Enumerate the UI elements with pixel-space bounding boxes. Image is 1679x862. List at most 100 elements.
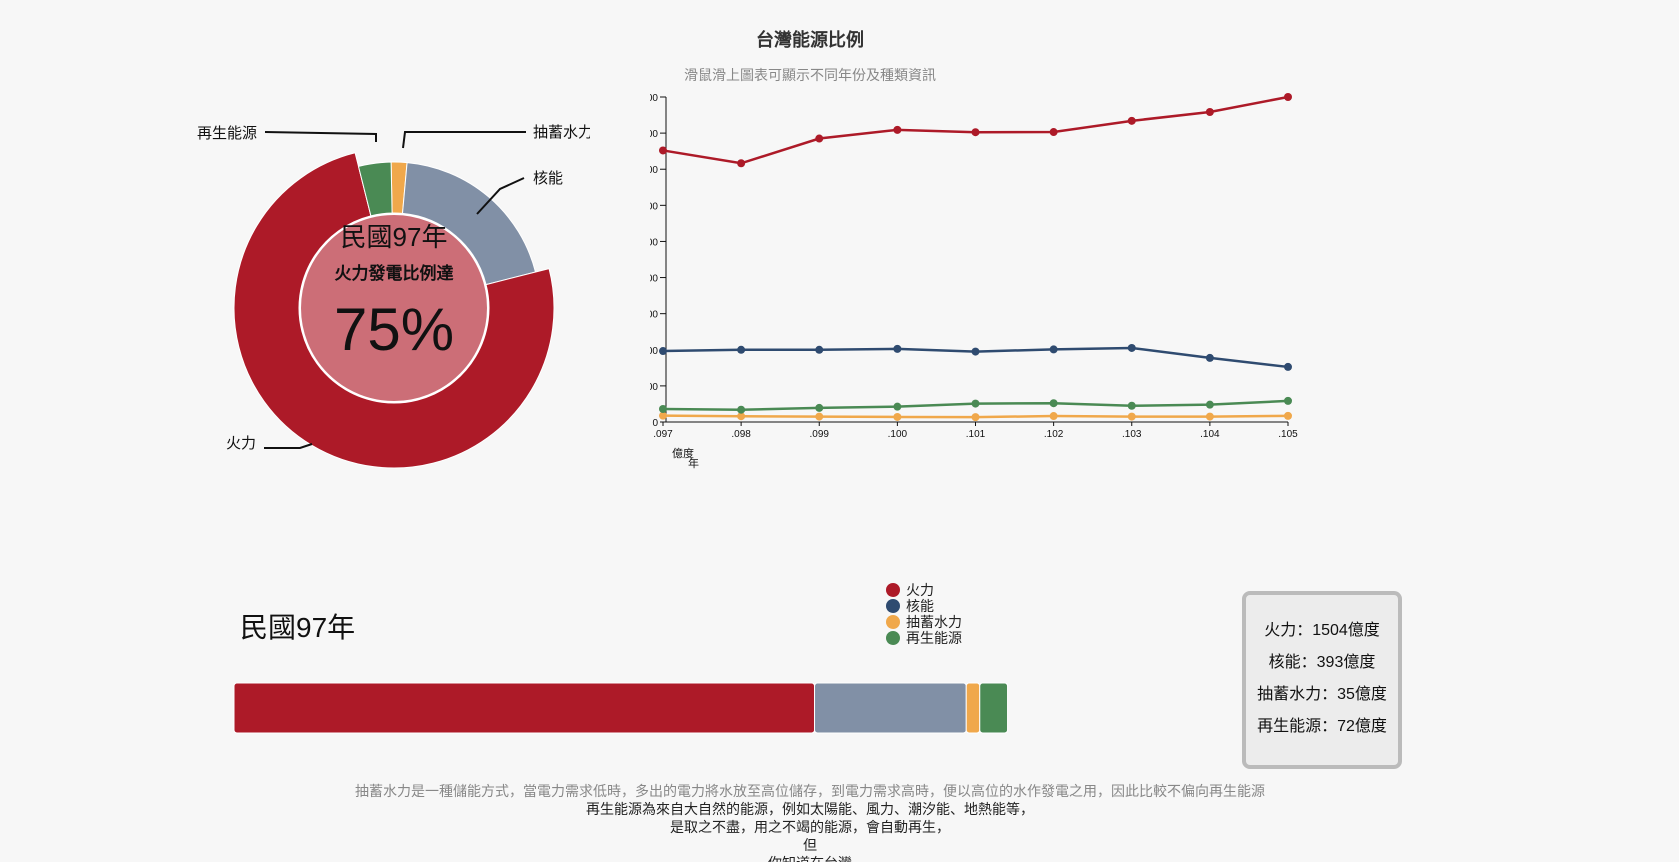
data-point[interactable]	[737, 412, 746, 421]
data-point[interactable]	[1049, 128, 1058, 137]
legend-dot-renewable	[886, 631, 900, 645]
legend-item-renewable: 再生能源	[886, 630, 962, 646]
legend: 火力 核能 抽蓄水力 再生能源	[886, 582, 962, 646]
donut-center-year: 民國97年	[341, 222, 448, 252]
bar-segment-pumped-hydro[interactable]	[965, 682, 981, 734]
thermal-leader-line	[264, 443, 313, 449]
data-point[interactable]	[737, 405, 746, 414]
note-pumped-hydro: 抽蓄水力是一種儲能方式，當電力需求低時，多出的電力將水放至高位儲存，到電力需求高…	[355, 783, 1265, 799]
series-nuclear[interactable]	[659, 343, 1292, 371]
series-thermal[interactable]	[659, 93, 1292, 168]
info-thermal: 火力：1504億度	[1264, 622, 1380, 639]
data-point[interactable]	[1049, 399, 1058, 408]
data-point[interactable]	[1205, 107, 1214, 116]
data-point[interactable]	[971, 128, 980, 137]
y-tick-label: 1,400	[650, 165, 658, 176]
donut-center-percent: 75%	[334, 296, 454, 363]
legend-item-pumped-hydro: 抽蓄水力	[886, 614, 962, 630]
y-tick-label: 1,800	[650, 93, 658, 104]
legend-dot-pumped-hydro	[886, 615, 900, 629]
data-point[interactable]	[1284, 362, 1292, 371]
data-point[interactable]	[815, 403, 824, 412]
data-point[interactable]	[659, 347, 667, 356]
y-tick-label: 0	[652, 418, 658, 429]
legend-dot-thermal	[886, 583, 900, 597]
x-axis-unit-label: 年	[688, 456, 699, 470]
y-axis-unit-label: 億度	[672, 446, 694, 460]
info-renewable: 再生能源：72億度	[1257, 718, 1387, 735]
legend-label-nuclear: 核能	[906, 598, 934, 614]
data-point[interactable]	[1284, 411, 1292, 420]
data-point[interactable]	[815, 134, 824, 143]
data-point[interactable]	[815, 345, 824, 354]
data-point[interactable]	[1284, 93, 1292, 101]
bar-segment-thermal[interactable]	[233, 682, 816, 734]
legend-item-thermal: 火力	[886, 582, 962, 598]
bar-segment-renewable[interactable]	[979, 682, 1009, 734]
x-tick-label: .103	[1122, 429, 1142, 440]
donut-center-caption: 火力發電比例達	[335, 263, 454, 283]
data-point[interactable]	[1205, 353, 1214, 362]
data-point[interactable]	[1127, 412, 1136, 421]
pumped-hydro-leader-line	[402, 131, 526, 149]
data-point[interactable]	[815, 412, 824, 421]
donut-chart[interactable]: 民國97年 火力發電比例達 75% 再生能源 抽蓄水力 核能 火力	[170, 110, 590, 470]
data-point[interactable]	[1205, 400, 1214, 409]
x-tick-label: .097	[653, 429, 673, 440]
data-point[interactable]	[1049, 345, 1058, 354]
data-point[interactable]	[1205, 412, 1214, 421]
note-renewable-2: 是取之不盡，用之不竭的能源，會自動再生，	[670, 819, 950, 835]
legend-item-nuclear: 核能	[886, 598, 962, 614]
donut-label-thermal: 火力	[226, 435, 256, 452]
note-but: 但	[803, 837, 817, 853]
y-axis: 0 200 400 600 800 1,000 1,200 1,400 1,600 1,800	[650, 93, 667, 429]
y-tick-label: 800	[650, 274, 658, 285]
note-renewable-1: 再生能源為來自大自然的能源，例如太陽能、風力、潮汐能、地熱能等，	[586, 801, 1034, 817]
data-point[interactable]	[737, 159, 746, 168]
data-point[interactable]	[1049, 412, 1058, 421]
bar-segment-nuclear[interactable]	[814, 682, 967, 734]
line-chart[interactable]: 0 200 400 600 800 1,000 1,200 1,400 1,600 1,800 .…	[650, 90, 1400, 490]
nuclear-leader-line	[476, 177, 525, 215]
data-point[interactable]	[1127, 401, 1136, 410]
donut-label-pumped-hydro: 抽蓄水力	[533, 124, 590, 141]
chart-title: 台灣能源比例	[756, 30, 864, 50]
series-pumped-hydro[interactable]	[659, 411, 1292, 422]
x-tick-label: .102	[1044, 429, 1064, 440]
data-point[interactable]	[737, 345, 746, 354]
donut-label-nuclear: 核能	[533, 170, 563, 187]
x-tick-label: .101	[966, 429, 986, 440]
info-nuclear: 核能：393億度	[1268, 654, 1376, 671]
data-point[interactable]	[1284, 396, 1292, 405]
stacked-bar[interactable]	[230, 680, 1030, 740]
data-point[interactable]	[659, 405, 667, 413]
series-renewable[interactable]	[659, 396, 1292, 414]
y-tick-label: 200	[650, 382, 658, 393]
data-point[interactable]	[893, 412, 902, 421]
series-lines[interactable]	[659, 93, 1292, 422]
data-point[interactable]	[971, 347, 980, 356]
data-point[interactable]	[971, 413, 980, 422]
data-point[interactable]	[1127, 116, 1136, 125]
legend-dot-nuclear	[886, 599, 900, 613]
data-point[interactable]	[659, 146, 667, 155]
donut-center-circle	[299, 213, 489, 403]
x-axis: .097 .098 .099 .100 .101 .102 .103 .104 .105	[653, 421, 1298, 440]
legend-label-pumped-hydro: 抽蓄水力	[906, 614, 962, 630]
x-tick-label: .100	[888, 429, 908, 440]
data-point[interactable]	[659, 411, 667, 420]
y-tick-label: 1,200	[650, 201, 658, 212]
stacked-bar-segments[interactable]	[233, 682, 1009, 734]
data-point[interactable]	[971, 399, 980, 408]
x-tick-label: .104	[1200, 429, 1220, 440]
data-point[interactable]	[893, 402, 902, 411]
legend-label-thermal: 火力	[906, 582, 934, 598]
selected-year-label: 民國97年	[240, 612, 356, 643]
x-tick-label: .105	[1278, 429, 1298, 440]
data-point[interactable]	[893, 344, 902, 353]
data-point[interactable]	[893, 125, 902, 134]
note-taiwan: 你知道在台灣	[0, 854, 1620, 862]
data-point[interactable]	[1127, 343, 1136, 352]
info-box: 火力：1504億度 核能：393億度 抽蓄水力：35億度 再生能源：72億度	[1242, 591, 1402, 769]
renewable-leader-line	[264, 131, 377, 142]
